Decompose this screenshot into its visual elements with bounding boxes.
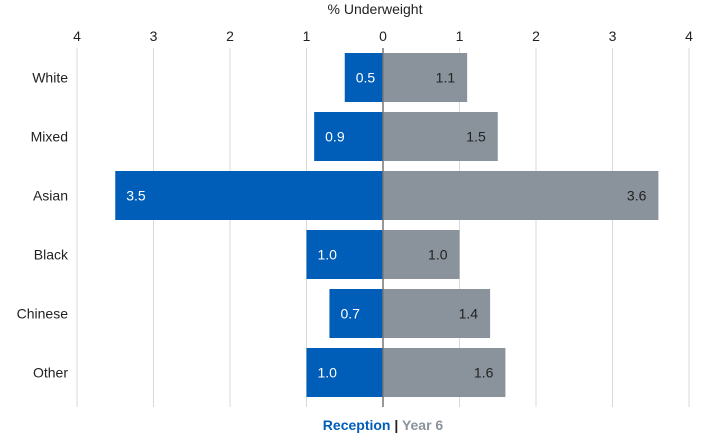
category-labels: White Mixed Asian Black Chinese Other (17, 70, 69, 381)
data-label-reception: 0.7 (340, 306, 360, 322)
legend-reception: Reception (323, 417, 391, 433)
data-label-year-6: 1.6 (474, 365, 494, 381)
data-label-year-6: 3.6 (627, 188, 647, 204)
x-tick-label: 2 (226, 28, 234, 44)
category-label: Mixed (31, 129, 68, 145)
x-tick-label: 1 (303, 28, 311, 44)
data-label-reception: 1.0 (318, 247, 338, 263)
gridlines (76, 48, 690, 407)
data-label-reception: 1.0 (318, 365, 338, 381)
bar-reception (329, 289, 383, 338)
bar-reception (306, 348, 383, 397)
bar-year-6 (383, 112, 498, 161)
bar-reception (314, 112, 383, 161)
data-label-year-6: 1.5 (466, 129, 486, 145)
bar-year-6 (383, 171, 659, 220)
x-tick-label: 3 (150, 28, 158, 44)
bars: 0.5 1.1 0.9 1.5 3.5 3.6 1.0 1.0 0.7 1.4 1.0 1.6 (115, 53, 659, 397)
x-tick-label: 4 (73, 28, 81, 44)
x-tick-label: 1 (456, 28, 464, 44)
legend: Reception | Year 6 (323, 417, 444, 433)
bar-year-6 (383, 348, 506, 397)
category-label: Chinese (17, 306, 69, 322)
bar-year-6 (383, 53, 468, 102)
data-label-reception: 0.9 (325, 129, 345, 145)
bar-reception (344, 53, 383, 102)
chart-title: % Underweight (328, 1, 423, 17)
category-label: Black (34, 247, 69, 263)
x-axis-ticks: 4 3 2 1 0 1 2 3 4 (73, 28, 693, 44)
category-label: Other (33, 365, 68, 381)
data-label-reception: 3.5 (126, 188, 146, 204)
x-tick-label: 0 (379, 28, 387, 44)
x-tick-label: 3 (609, 28, 617, 44)
data-label-year-6: 1.4 (459, 306, 479, 322)
legend-separator: | (394, 417, 402, 433)
x-tick-label: 4 (685, 28, 693, 44)
legend-year-6: Year 6 (402, 417, 443, 433)
data-label-year-6: 1.1 (436, 70, 456, 86)
bar-year-6 (383, 289, 491, 338)
data-label-reception: 0.5 (356, 70, 376, 86)
data-label-year-6: 1.0 (428, 247, 448, 263)
category-label: White (32, 70, 68, 86)
x-tick-label: 2 (532, 28, 540, 44)
bar-reception (306, 230, 383, 279)
bar-year-6 (383, 230, 460, 279)
bar-reception (115, 171, 383, 220)
category-label: Asian (33, 188, 68, 204)
